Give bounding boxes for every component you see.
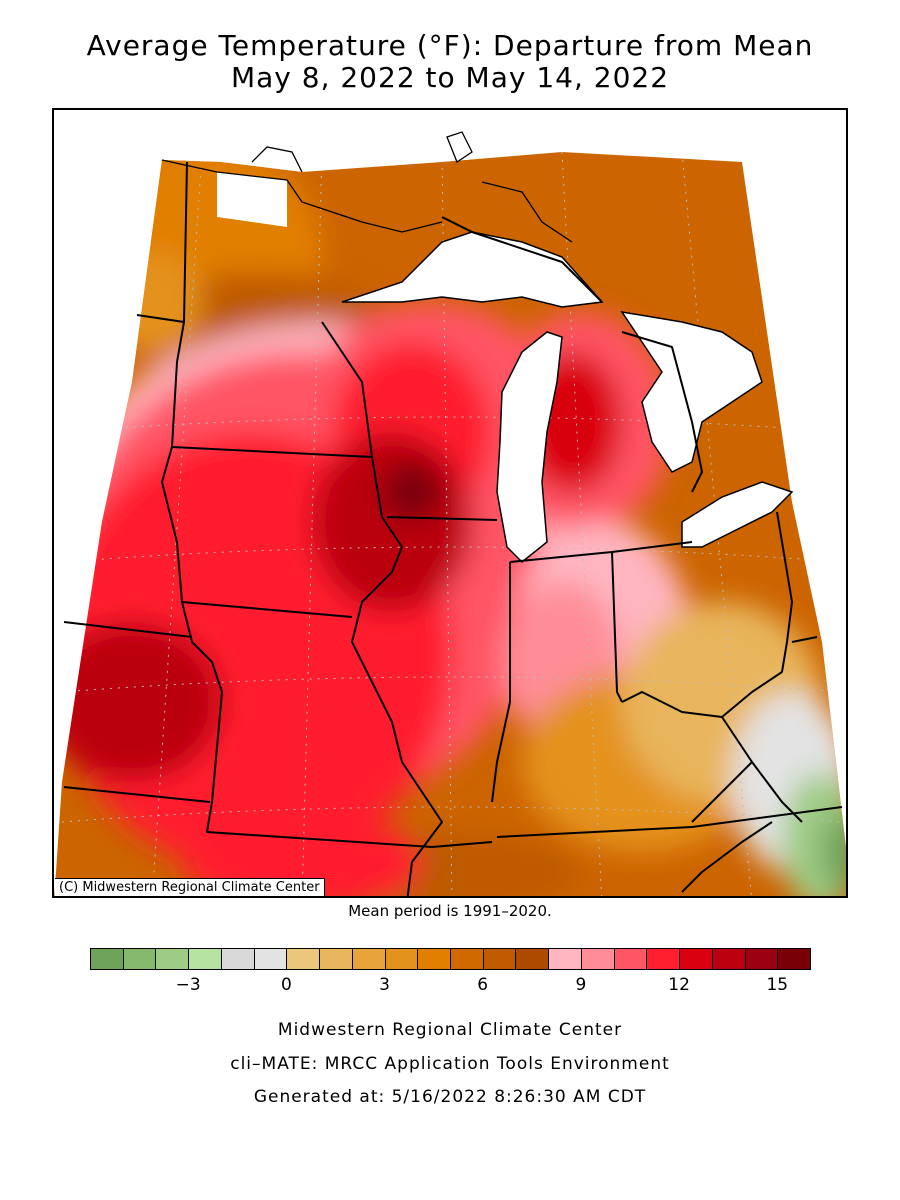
legend-swatch (744, 948, 779, 970)
legend-swatch (482, 948, 517, 970)
legend-tick-label: 15 (766, 975, 789, 995)
legend-swatch (613, 948, 648, 970)
legend-swatch (90, 948, 124, 970)
footer-generated-time: Generated at: 5/16/2022 8:26:30 AM CDT (253, 1087, 647, 1107)
legend-swatch (351, 948, 386, 970)
legend-tick-label: −3 (175, 975, 201, 995)
legend-swatch (122, 948, 157, 970)
legend-tick-label: 9 (575, 975, 587, 995)
legend-swatch (417, 948, 451, 970)
mean-period-note: Mean period is 1991–2020. (348, 902, 552, 920)
map-date-range: May 8, 2022 to May 14, 2022 (230, 61, 670, 94)
legend-swatch (188, 948, 222, 970)
legend-swatch (777, 948, 811, 970)
legend-swatch (646, 948, 681, 970)
legend-swatch (286, 948, 321, 970)
legend-swatch (580, 948, 615, 970)
legend-swatch (548, 948, 582, 970)
legend-swatch (711, 948, 746, 970)
legend-swatch (515, 948, 550, 970)
legend-tick-label: 3 (379, 975, 390, 995)
map-graphic (54, 131, 846, 896)
legend-tick-label: 0 (280, 975, 292, 995)
legend-swatch (679, 948, 713, 970)
temperature-departure-map (52, 108, 848, 898)
legend-tick-label: 6 (477, 975, 489, 995)
legend-swatch (155, 948, 190, 970)
legend-tick-label: 12 (668, 975, 690, 995)
color-legend (90, 948, 811, 970)
footer-organization: Midwestern Regional Climate Center (277, 1020, 623, 1040)
legend-swatch (220, 948, 255, 970)
footer-application: cli–MATE: MRCC Application Tools Environ… (230, 1054, 670, 1074)
legend-swatch (319, 948, 353, 970)
map-title: Average Temperature (°F): Departure from… (86, 29, 814, 62)
legend-swatch (450, 948, 484, 970)
legend-swatch (384, 948, 419, 970)
legend-swatch (253, 948, 288, 970)
copyright-notice: (C) Midwestern Regional Climate Center (55, 878, 325, 896)
